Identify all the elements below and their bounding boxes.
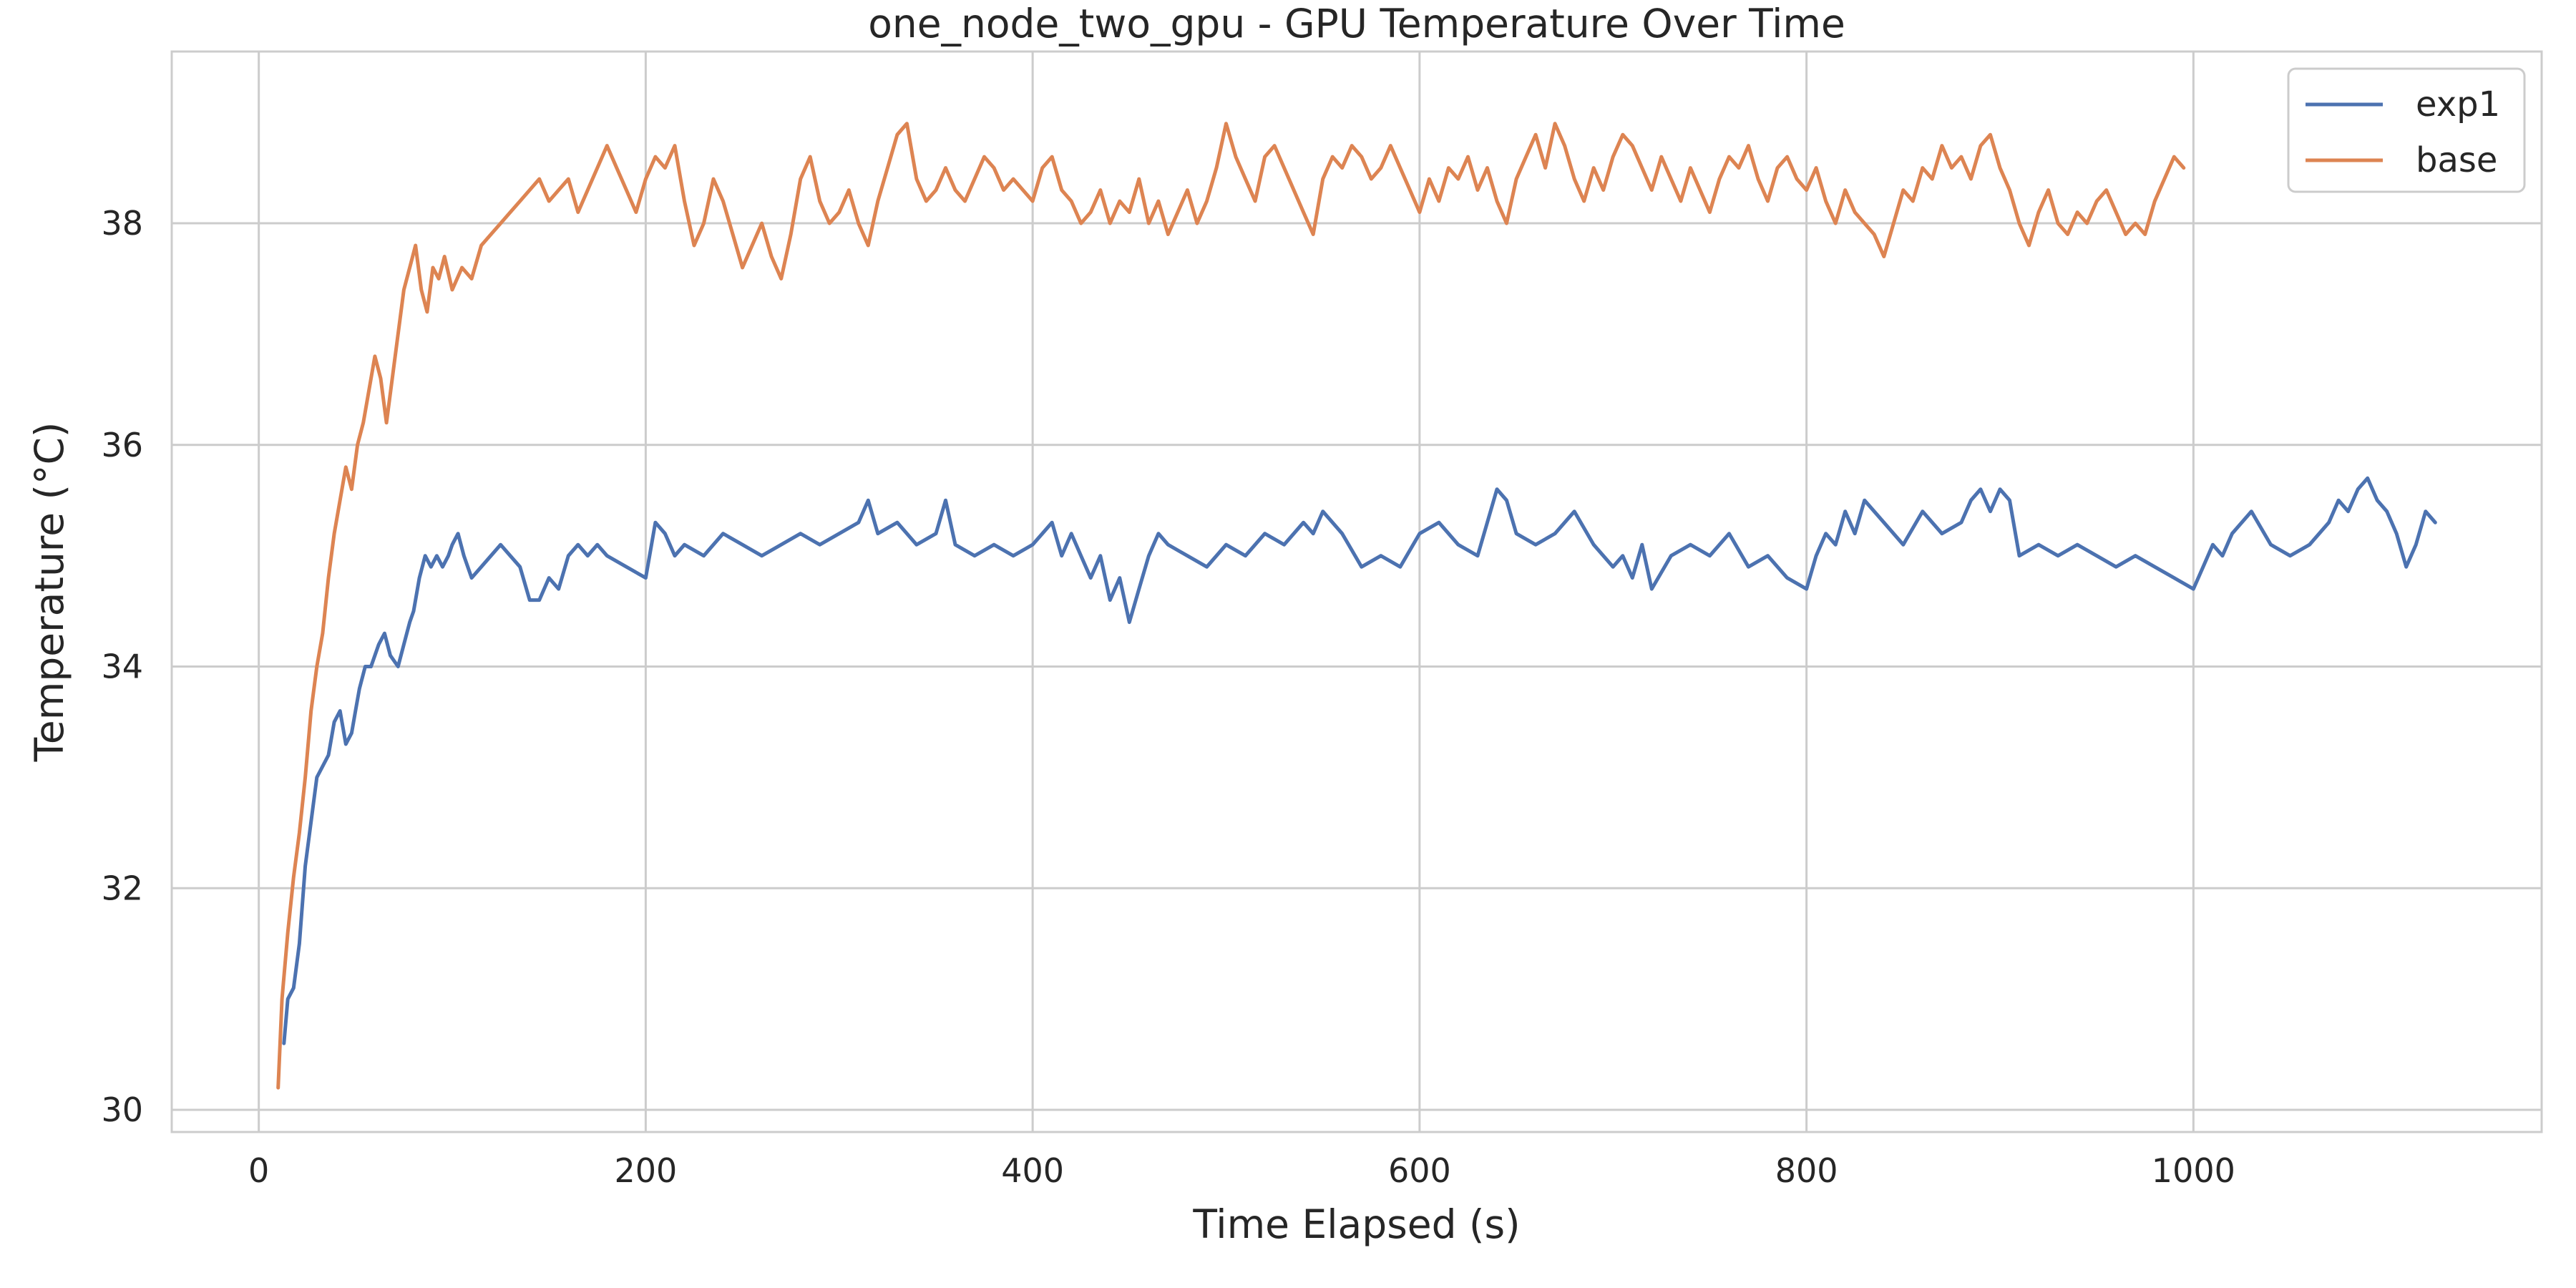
x-tick-label: 0 [248,1151,269,1190]
y-tick-label: 36 [101,426,143,464]
legend-label-base: base [2416,140,2497,180]
y-tick-label: 30 [101,1091,143,1129]
y-tick-label: 34 [101,648,143,686]
x-tick-label: 800 [1775,1151,1838,1190]
y-tick-label: 38 [101,204,143,243]
y-axis-label: Temperature (°C) [26,422,72,763]
x-tick-label: 600 [1388,1151,1451,1190]
series-line-exp1 [282,476,2437,1045]
legend-label-exp1: exp1 [2416,84,2500,125]
x-tick-label: 200 [614,1151,677,1190]
legend: exp1 base [2287,67,2526,193]
plot-frame [170,50,2543,1133]
y-tick-label: 32 [101,869,143,907]
x-tick-label: 1000 [2152,1151,2235,1190]
x-tick-label: 400 [1001,1151,1064,1190]
chart-title: one_node_two_gpu - GPU Temperature Over … [868,1,1845,47]
tick-labels: 0 200 400 600 800 1000 30 32 34 36 38 [101,204,2235,1190]
x-axis-label: Time Elapsed (s) [1192,1201,1520,1247]
series-layer [276,122,2437,1090]
series-line-base [276,122,2186,1090]
